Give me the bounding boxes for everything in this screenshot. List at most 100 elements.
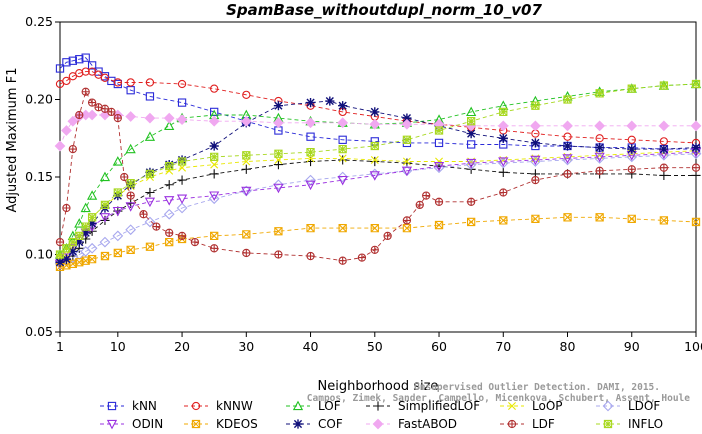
data-point xyxy=(274,250,283,259)
data-point xyxy=(87,218,97,229)
data-point xyxy=(242,151,251,160)
data-point xyxy=(562,154,573,164)
data-point xyxy=(87,67,97,76)
data-point xyxy=(113,113,122,123)
data-point xyxy=(100,104,110,113)
data-point xyxy=(74,237,84,247)
data-point xyxy=(325,96,335,106)
data-point xyxy=(210,244,219,253)
legend-item-LoOP: LoOP xyxy=(500,399,563,413)
series-line xyxy=(59,83,697,255)
data-point xyxy=(563,132,572,141)
data-point xyxy=(55,257,65,267)
data-point xyxy=(627,135,636,144)
data-point xyxy=(273,183,284,194)
x-axis: 1 10 20 30 40 50 60 70 80 90 100 xyxy=(56,332,702,354)
legend-item-FastABOD: FastABOD xyxy=(366,417,457,431)
data-point xyxy=(191,401,201,411)
data-point xyxy=(164,196,175,206)
data-point xyxy=(306,224,315,233)
data-point xyxy=(107,401,117,411)
data-point xyxy=(106,419,118,430)
series-KDEOS xyxy=(55,213,701,272)
data-point xyxy=(240,115,252,127)
data-point xyxy=(112,156,123,166)
data-point xyxy=(530,120,541,132)
data-point xyxy=(370,107,380,117)
data-point xyxy=(112,230,124,242)
data-point xyxy=(55,79,65,89)
data-point xyxy=(422,191,431,200)
x-axis-label: Neighborhood size xyxy=(318,379,439,394)
data-point xyxy=(176,202,188,214)
data-point xyxy=(68,144,77,154)
data-point xyxy=(68,237,77,247)
data-point xyxy=(209,169,219,179)
data-point xyxy=(659,170,669,181)
x-tick-label: 10 xyxy=(110,339,126,354)
data-point xyxy=(126,78,135,87)
legend-label: FastABOD xyxy=(398,417,457,431)
data-point xyxy=(145,242,155,251)
legend-label: COF xyxy=(318,417,343,431)
data-point xyxy=(100,251,110,261)
data-point xyxy=(242,248,251,258)
data-point xyxy=(372,418,384,430)
data-point xyxy=(62,244,71,253)
data-point xyxy=(87,190,98,200)
data-point xyxy=(177,175,187,185)
watermark-line-1: Campos, Zimek, Sander, Campello, Micenko… xyxy=(307,393,690,404)
data-point xyxy=(126,191,135,200)
data-point xyxy=(81,53,90,62)
data-point xyxy=(67,115,79,127)
data-point xyxy=(531,214,540,223)
data-point xyxy=(100,200,110,210)
legend-item-ODIN: ODIN xyxy=(100,417,163,431)
data-point xyxy=(242,230,251,239)
legend-item-LOF: LOF xyxy=(286,399,341,413)
legend-item-KDEOS: KDEOS xyxy=(184,417,258,431)
legend-label: LOF xyxy=(318,399,341,413)
data-point xyxy=(691,142,701,153)
data-point xyxy=(241,164,251,174)
chart-title: SpamBase_withoutdupl_norm_10_v07 xyxy=(226,1,542,19)
data-point xyxy=(126,179,135,188)
series-line xyxy=(59,153,697,265)
y-tick-label: 0.20 xyxy=(25,92,53,107)
data-point xyxy=(594,120,606,132)
data-point xyxy=(370,245,379,254)
data-point xyxy=(306,148,315,157)
legend-item-COF: COF xyxy=(286,417,343,431)
y-tick-label: 0.05 xyxy=(25,324,53,339)
data-point xyxy=(273,117,284,129)
legend-item-SimplifiedLOF: SimplifiedLOF xyxy=(366,399,480,413)
data-point xyxy=(144,131,156,141)
data-point xyxy=(112,206,123,217)
data-point xyxy=(337,117,349,129)
data-point xyxy=(100,73,110,82)
data-point xyxy=(562,120,573,132)
data-point xyxy=(163,208,175,220)
data-point xyxy=(306,132,315,141)
data-point xyxy=(383,231,392,241)
y-tick-label: 0.15 xyxy=(25,169,53,184)
x-tick-label: 40 xyxy=(303,339,319,354)
data-point xyxy=(627,84,636,93)
data-point xyxy=(563,169,572,179)
data-point xyxy=(87,98,97,107)
data-point xyxy=(145,169,155,179)
series-line xyxy=(59,83,697,255)
data-point xyxy=(357,253,367,262)
data-point xyxy=(402,157,411,166)
data-point xyxy=(595,134,604,143)
data-point xyxy=(74,218,85,228)
data-point xyxy=(99,213,111,223)
data-point xyxy=(125,143,136,154)
x-tick-label: 100 xyxy=(684,339,702,354)
data-point xyxy=(81,67,90,76)
data-point xyxy=(125,224,137,236)
y-axis-label: Adjusted Maximum F1 xyxy=(5,68,20,213)
data-point xyxy=(338,224,347,233)
data-point xyxy=(293,419,303,429)
data-point xyxy=(370,224,379,233)
